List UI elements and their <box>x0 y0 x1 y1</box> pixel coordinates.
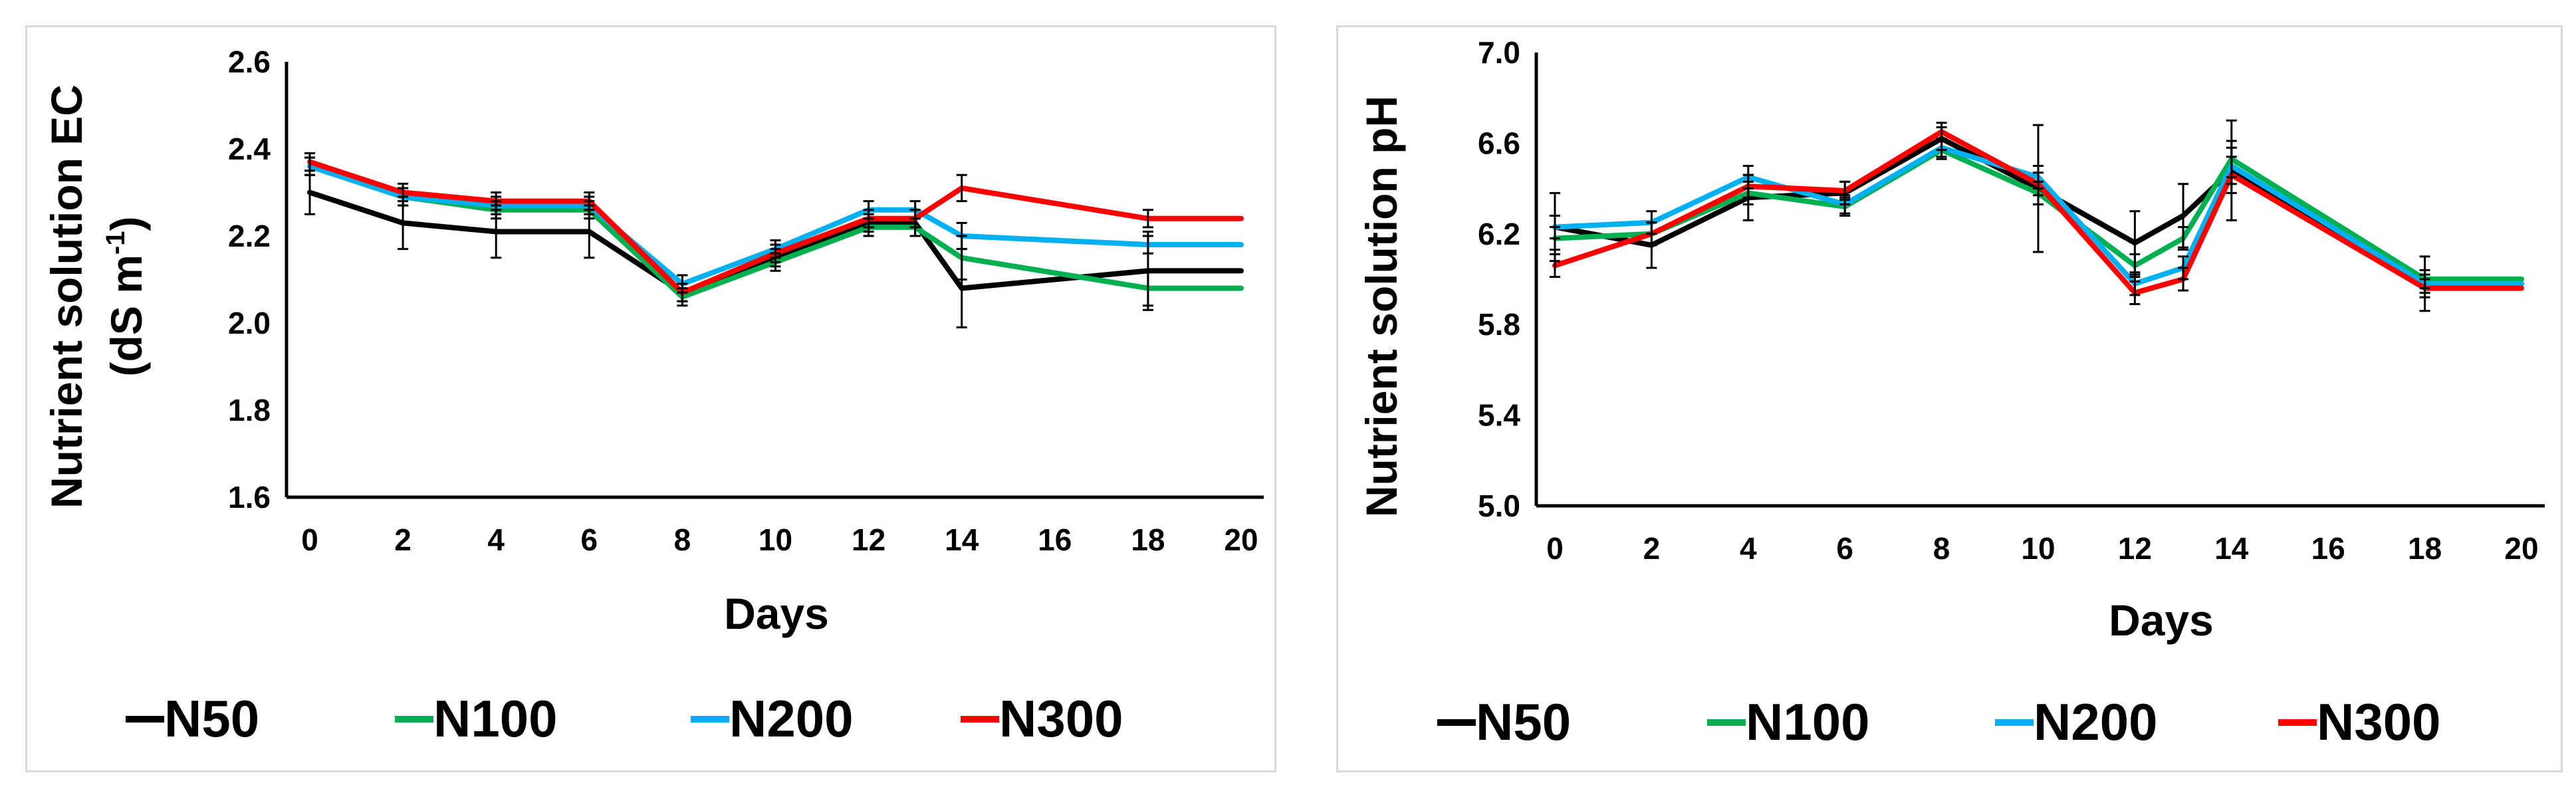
ph-x-tick-label: 12 <box>2118 531 2152 566</box>
ph-legend-label-n200: N200 <box>2034 693 2157 751</box>
ec-x-tick-label: 16 <box>1038 522 1072 557</box>
ec-chart-panel: Nutrient solution EC (dS m-1) Days 1.6 1.… <box>25 25 1276 772</box>
ph-y-tick-label: 5.4 <box>1478 398 1520 433</box>
ph-y-tick-label: 5.0 <box>1478 489 1520 523</box>
ec-x-tick-label: 18 <box>1131 522 1165 557</box>
ph-y-tick-label: 6.6 <box>1478 126 1520 160</box>
ph-y-tick-label: 6.2 <box>1478 217 1520 251</box>
ph-x-tick-label: 0 <box>1546 531 1564 566</box>
ph-legend-label-n50: N50 <box>1476 693 1571 751</box>
ph-chart: Nutrient solution pH Days 5.0 5.4 5.8 6.2 6.… <box>1357 35 2545 751</box>
ec-legend-label-n200: N200 <box>729 689 853 748</box>
ec-y-axis-title-line2: (dS m-1) <box>101 217 151 377</box>
ph-x-tick-label: 4 <box>1740 531 1757 566</box>
ph-chart-panel: Nutrient solution pH Days 5.0 5.4 5.8 6.2 6.… <box>1336 25 2563 772</box>
ec-y-tick-label: 2.6 <box>228 45 271 79</box>
ph-y-axis-title: Nutrient solution pH <box>1357 96 1406 517</box>
ec-y-tick-label: 2.0 <box>228 306 271 340</box>
ec-y-axis-title-line1: Nutrient solution EC <box>42 84 91 508</box>
ph-legend-label-n100: N100 <box>1746 693 1869 751</box>
ec-y-tick-label: 1.6 <box>228 480 271 514</box>
ph-x-tick-label: 20 <box>2504 531 2538 566</box>
ec-y-tick-label: 2.2 <box>228 219 271 253</box>
ec-y-tick-label: 2.4 <box>228 132 271 166</box>
ec-chart: Nutrient solution EC (dS m-1) Days 1.6 1.… <box>42 45 1264 748</box>
ph-x-tick-label: 14 <box>2214 531 2249 566</box>
ec-x-tick-label: 8 <box>674 522 691 557</box>
ec-legend-label-n50: N50 <box>164 689 259 748</box>
ph-x-tick-label: 2 <box>1643 531 1661 566</box>
ec-x-tick-label: 12 <box>852 522 885 557</box>
ph-x-tick-label: 8 <box>1933 531 1950 566</box>
ec-x-tick-label: 2 <box>394 522 411 557</box>
ph-x-axis-title: Days <box>2109 596 2214 645</box>
ph-legend-label-n300: N300 <box>2317 693 2440 751</box>
ec-x-tick-label: 4 <box>487 522 505 557</box>
ec-legend-label-n300: N300 <box>999 689 1123 748</box>
ph-x-tick-label: 10 <box>2021 531 2055 566</box>
ph-y-tick-label: 7.0 <box>1478 35 1520 70</box>
ec-x-tick-label: 10 <box>759 522 792 557</box>
ec-x-tick-label: 14 <box>945 522 979 557</box>
ec-x-tick-label: 20 <box>1224 522 1258 557</box>
ph-x-tick-label: 18 <box>2408 531 2442 566</box>
ec-y-tick-label: 1.8 <box>228 393 271 427</box>
ec-x-tick-label: 0 <box>301 522 318 557</box>
ph-x-tick-label: 6 <box>1836 531 1853 566</box>
ph-x-tick-label: 16 <box>2311 531 2345 566</box>
ec-x-tick-label: 6 <box>581 522 598 557</box>
ec-legend-label-n100: N100 <box>433 689 557 748</box>
ph-y-tick-label: 5.8 <box>1478 307 1520 342</box>
ec-x-axis-title: Days <box>724 589 829 638</box>
